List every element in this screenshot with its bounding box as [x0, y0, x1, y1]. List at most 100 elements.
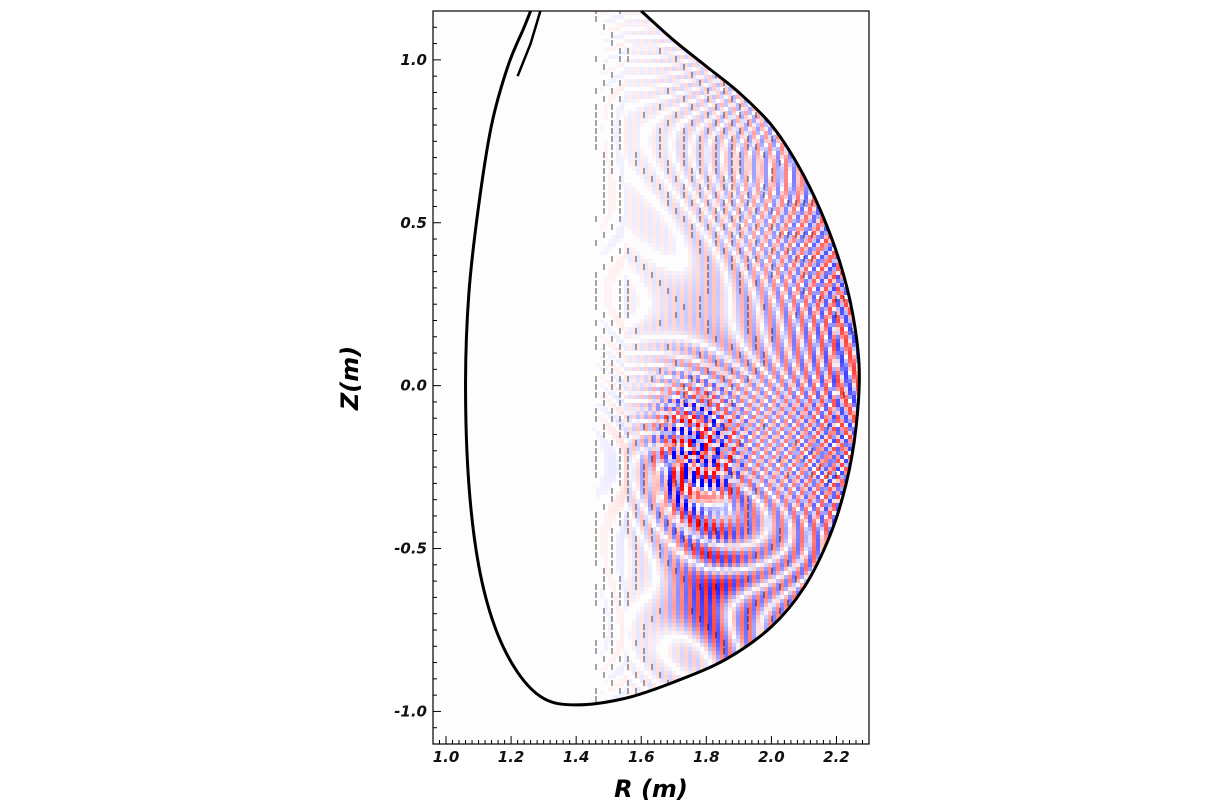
field-cell	[740, 183, 744, 187]
field-cell	[796, 351, 800, 355]
field-cell	[616, 115, 620, 119]
field-cell	[824, 275, 828, 279]
field-cell	[624, 119, 628, 123]
field-cell	[796, 179, 800, 183]
field-cell	[836, 267, 840, 271]
field-cell	[768, 243, 772, 247]
field-cell	[844, 311, 848, 315]
field-cell	[724, 203, 728, 207]
field-cell	[840, 275, 844, 279]
field-cell	[708, 335, 712, 339]
field-cell	[764, 235, 768, 239]
field-cell	[772, 247, 776, 251]
field-cell	[712, 111, 716, 115]
field-cell	[724, 211, 728, 215]
field-cell	[720, 211, 724, 215]
field-cell	[660, 291, 664, 295]
field-cell	[672, 275, 676, 279]
field-cell	[608, 243, 612, 247]
field-cell	[640, 339, 644, 343]
field-cell	[792, 219, 796, 223]
field-cell	[708, 331, 712, 335]
field-cell	[672, 59, 676, 63]
field-cell	[728, 355, 732, 359]
field-cell	[684, 327, 688, 331]
field-cell	[748, 311, 752, 315]
field-cell	[756, 351, 760, 355]
field-cell	[788, 283, 792, 287]
field-cell	[824, 315, 828, 319]
field-cell	[840, 323, 844, 327]
field-cell	[744, 279, 748, 283]
field-cell	[732, 191, 736, 195]
field-cell	[716, 83, 720, 87]
field-cell	[724, 255, 728, 259]
field-cell	[788, 191, 792, 195]
field-cell	[744, 235, 748, 239]
field-cell	[640, 331, 644, 335]
field-cell	[688, 215, 692, 219]
field-cell	[644, 347, 648, 351]
field-cell	[604, 11, 608, 15]
field-cell	[696, 167, 700, 171]
field-cell	[764, 263, 768, 267]
field-cell	[656, 87, 660, 91]
field-cell	[816, 347, 820, 351]
field-cell	[632, 295, 636, 299]
field-cell	[624, 303, 628, 307]
field-cell	[712, 331, 716, 335]
field-cell	[708, 131, 712, 135]
field-cell	[636, 131, 640, 135]
field-cell	[640, 119, 644, 123]
field-cell	[680, 87, 684, 91]
field-cell	[664, 319, 668, 323]
field-cell	[604, 139, 608, 143]
field-cell	[620, 267, 624, 271]
field-cell	[768, 315, 772, 319]
field-cell	[696, 183, 700, 187]
field-cell	[664, 75, 668, 79]
field-cell	[656, 215, 660, 219]
field-cell	[656, 47, 660, 51]
field-cell	[644, 67, 648, 71]
field-cell	[672, 207, 676, 211]
field-cell	[772, 219, 776, 223]
field-cell	[696, 67, 700, 71]
field-cell	[612, 343, 616, 347]
field-cell	[636, 171, 640, 175]
field-cell	[708, 343, 712, 347]
field-cell	[712, 263, 716, 267]
field-cell	[620, 163, 624, 167]
field-cell	[748, 231, 752, 235]
field-cell	[740, 199, 744, 203]
field-cell	[712, 287, 716, 291]
field-cell	[716, 223, 720, 227]
field-cell	[828, 251, 832, 255]
field-cell	[740, 247, 744, 251]
field-cell	[652, 147, 656, 151]
field-cell	[656, 315, 660, 319]
field-cell	[644, 27, 648, 31]
field-cell	[632, 99, 636, 103]
field-cell	[640, 155, 644, 159]
field-cell	[684, 275, 688, 279]
field-cell	[664, 203, 668, 207]
field-cell	[756, 159, 760, 163]
field-cell	[680, 307, 684, 311]
field-cell	[736, 127, 740, 131]
field-cell	[728, 191, 732, 195]
field-cell	[712, 299, 716, 303]
field-cell	[636, 71, 640, 75]
field-cell	[812, 263, 816, 267]
field-cell	[704, 323, 708, 327]
field-cell	[784, 315, 788, 319]
field-cell	[840, 279, 844, 283]
field-cell	[712, 175, 716, 179]
field-cell	[720, 247, 724, 251]
field-cell	[776, 227, 780, 231]
field-cell	[728, 211, 732, 215]
field-cell	[736, 291, 740, 295]
field-cell	[844, 343, 848, 347]
field-cell	[608, 199, 612, 203]
field-cell	[796, 255, 800, 259]
